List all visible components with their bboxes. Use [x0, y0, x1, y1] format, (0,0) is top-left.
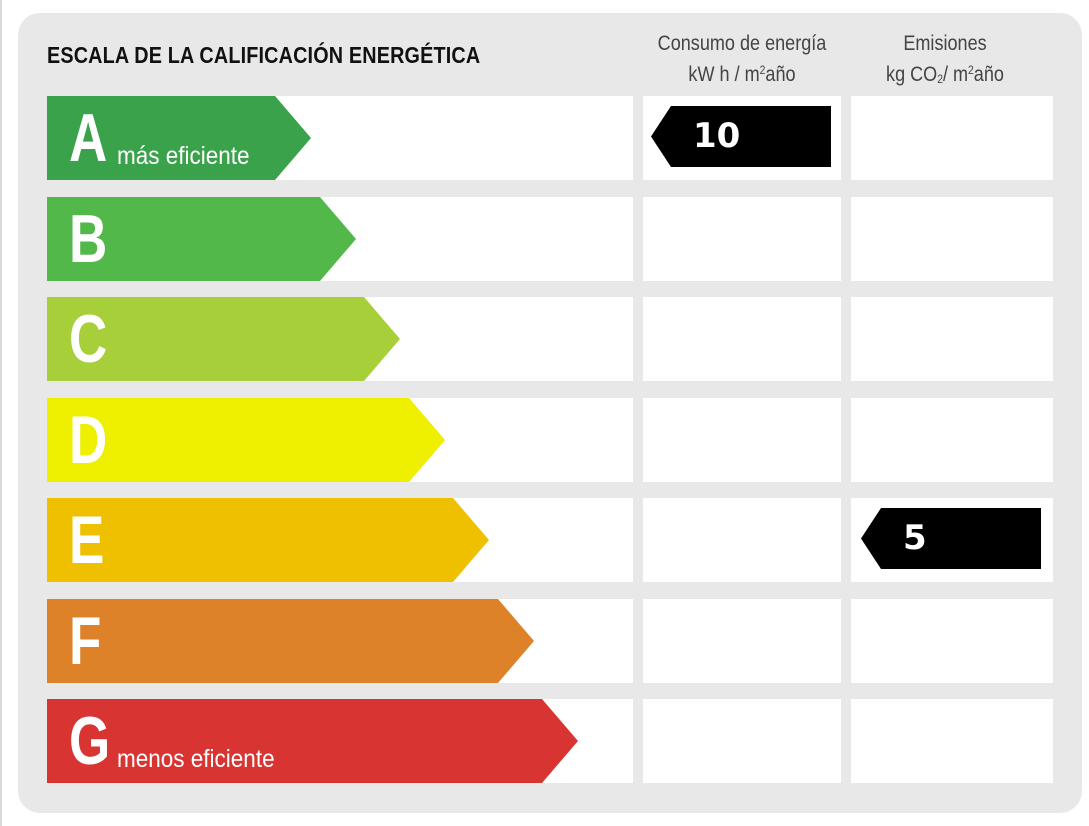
energy-rating-marker: 10 — [651, 106, 831, 167]
energy-rating-marker-shape — [651, 106, 831, 167]
rating-arrow-shape-f — [47, 599, 534, 683]
rating-arrow-shape-b — [47, 197, 356, 281]
emissions-rating-marker-shape — [861, 508, 1041, 569]
rating-arrow-shape-e — [47, 498, 489, 582]
energy-rating-marker-value: 10 — [693, 116, 741, 156]
rating-arrow-d: D — [47, 398, 445, 482]
rating-arrow-shape-d — [47, 398, 445, 482]
rating-letter-d: D — [69, 402, 108, 478]
energy-cell-f — [643, 599, 841, 683]
energy-cell-d — [643, 398, 841, 482]
left-border-line — [0, 0, 2, 826]
emissions-cell-a — [851, 96, 1053, 180]
emissions-cell-g — [851, 699, 1053, 783]
rating-letter-g: G — [69, 703, 111, 779]
rating-arrow-shape-c — [47, 297, 400, 381]
rating-arrow-b: B — [47, 197, 356, 281]
emissions-header-unit: kg CO2/ m2año — [886, 63, 1004, 86]
rating-note-g: menos eficiente — [117, 745, 275, 773]
emissions-header: Emisiones kg CO2/ m2año — [846, 28, 1044, 93]
energy-cell-c — [643, 297, 841, 381]
energy-cell-b — [643, 197, 841, 281]
energy-cell-e — [643, 498, 841, 582]
emissions-rating-marker: 5 — [861, 508, 1041, 569]
rating-letter-f: F — [69, 603, 102, 679]
energy-header-line1: Consumo de energía — [657, 32, 827, 55]
scale-title: ESCALA DE LA CALIFICACIÓN ENERGÉTICA — [47, 42, 481, 68]
rating-letter-b: B — [69, 201, 108, 277]
emissions-cell-d — [851, 398, 1053, 482]
rating-letter-c: C — [69, 301, 108, 377]
rating-letter-e: E — [69, 502, 105, 578]
rating-arrow-e: E — [47, 498, 489, 582]
energy-header-unit: kW h / m2año — [688, 63, 796, 86]
emissions-cell-c — [851, 297, 1053, 381]
rating-arrow-shape-a — [47, 96, 311, 180]
energy-consumption-header: Consumo de energía kW h / m2año — [639, 28, 845, 93]
emissions-cell-b — [851, 197, 1053, 281]
rating-note-a: más eficiente — [117, 142, 250, 170]
emissions-header-line1: Emisiones — [903, 32, 987, 55]
rating-arrow-shape-g — [47, 699, 578, 783]
rating-arrow-f: F — [47, 599, 534, 683]
emissions-rating-marker-value: 5 — [903, 518, 927, 558]
emissions-cell-f — [851, 599, 1053, 683]
rating-letter-a: A — [69, 100, 108, 176]
rating-arrow-c: C — [47, 297, 400, 381]
energy-cell-g — [643, 699, 841, 783]
